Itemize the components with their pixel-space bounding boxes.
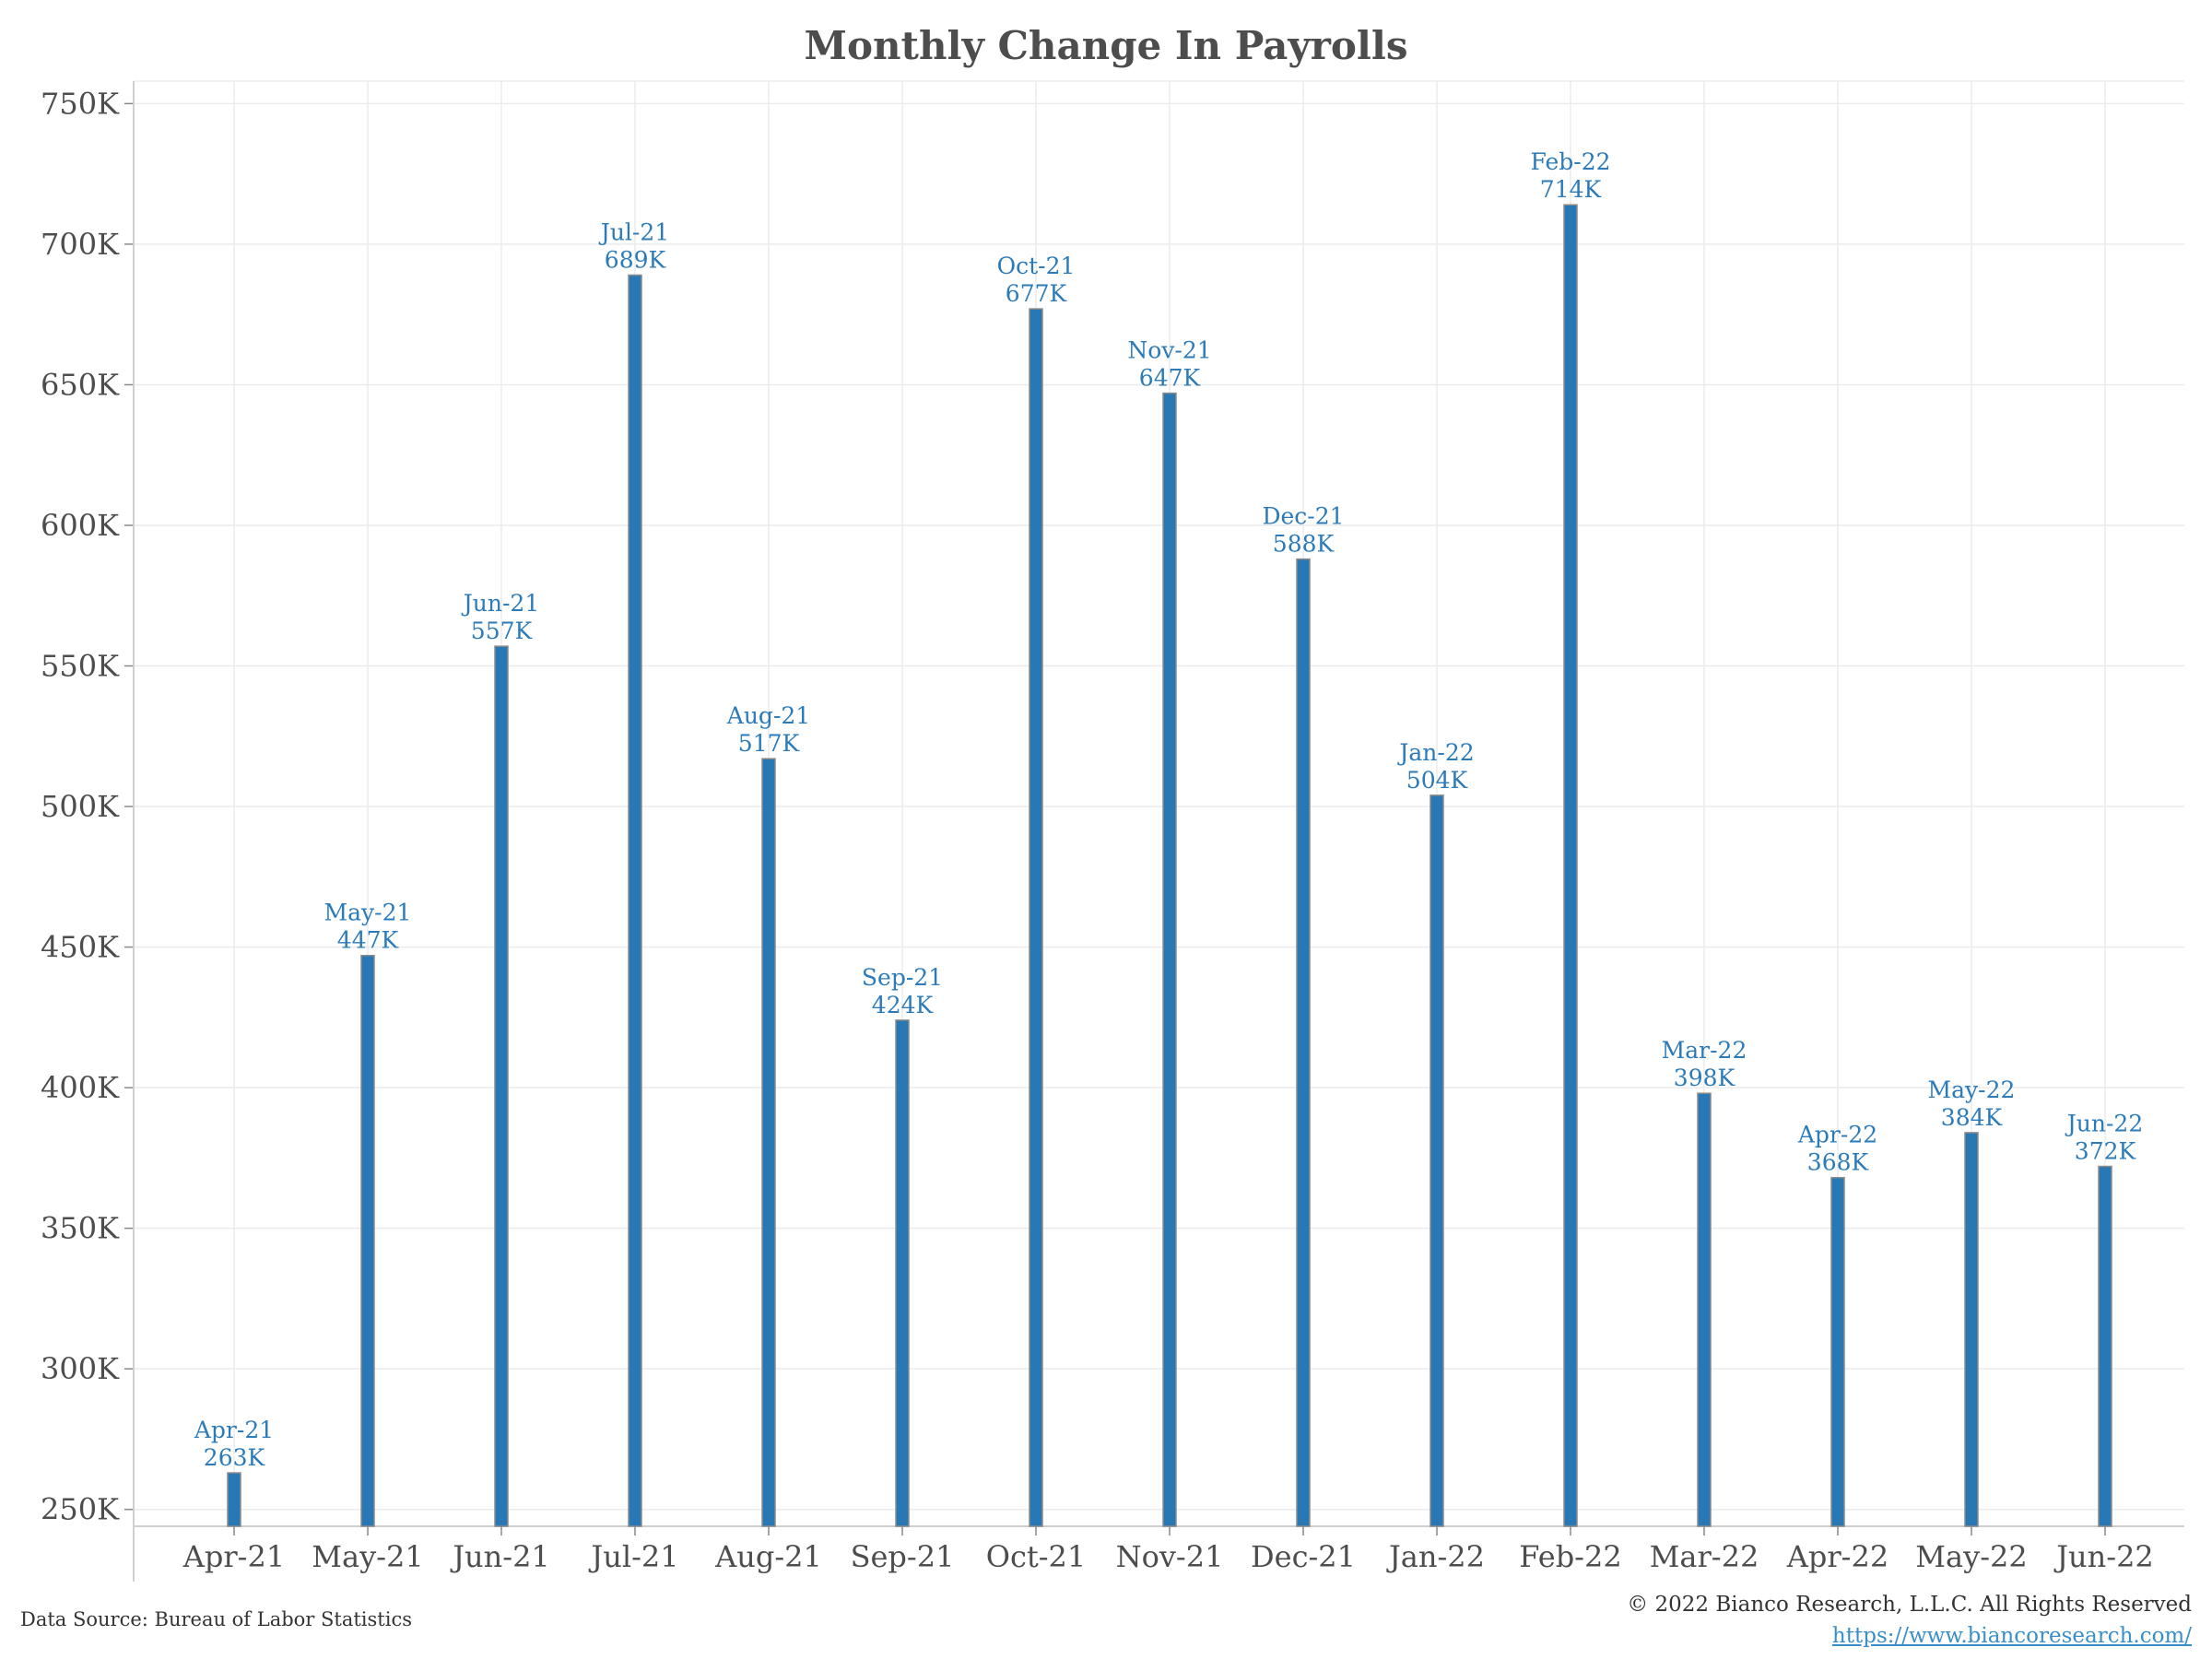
bar-category-label: Feb-22 [1530,148,1610,175]
bar [494,645,509,1527]
bar-category-label: Dec-21 [1262,503,1344,530]
tick-labels: 250K 300K 350K 400K 450K 500K 550K 600K 650K 700K… [41,86,2154,1574]
y-tick-label: 650K [41,367,120,402]
bar-category-label: Jun-22 [2065,1111,2143,1137]
x-tick-label: Dec-21 [1251,1539,1356,1574]
bar [2098,1165,2112,1527]
y-tick-label: 400K [41,1070,120,1105]
y-tick-label: 600K [41,508,120,543]
bar [761,758,776,1527]
bar-value-label: 424K [872,992,935,1018]
x-tick-label: Nov-21 [1116,1539,1224,1574]
chart-title: Monthly Change In Payrolls [805,23,1408,68]
bar [1296,558,1311,1527]
bar [895,1019,910,1527]
x-tick-label: Oct-21 [986,1539,1087,1574]
bar [1964,1132,1979,1527]
x-tick-label: Mar-22 [1650,1539,1759,1574]
y-tick-label: 300K [41,1351,120,1386]
x-tick-label: Aug-21 [714,1539,822,1574]
bar-value-label: 714K [1540,176,1603,203]
y-tick-label: 700K [41,227,120,262]
bar-value-label: 447K [337,927,400,954]
copyright-note: © 2022 Bianco Research, L.L.C. All Right… [1627,1593,2192,1617]
x-tick-label: Feb-22 [1519,1539,1621,1574]
bar-value-label: 517K [738,730,801,757]
bar-value-label: 384K [1941,1104,2004,1131]
x-tick-label: Jan-22 [1386,1539,1485,1574]
bar-value-label: 263K [204,1444,266,1471]
bar-category-label: Nov-21 [1127,337,1211,364]
bar-value-label: 368K [1807,1149,1870,1176]
gridlines [134,80,2184,1526]
y-tick-label: 550K [41,649,120,684]
bar [1029,308,1043,1527]
data-source-note: Data Source: Bureau of Labor Statistics [20,1608,412,1630]
bar-category-label: Jun-21 [461,590,539,617]
x-tick-label: Sep-21 [851,1539,955,1574]
x-tick-label: May-22 [1915,1539,2027,1574]
bar [1830,1176,1845,1527]
bar-value-label: 588K [1273,531,1335,558]
bar-value-label: 504K [1406,767,1469,794]
bar [1162,392,1177,1527]
bar-value-label: 372K [2075,1138,2137,1165]
y-tick-label: 750K [41,86,120,121]
bar-category-label: Apr-21 [194,1417,274,1443]
bar-value-label: 689K [605,246,667,273]
x-tick-label: Jun-21 [450,1539,550,1574]
axes [124,81,2184,1582]
bar [227,1472,241,1527]
x-tick-label: Apr-21 [182,1539,285,1574]
bar [1430,794,1444,1527]
bar-category-label: Apr-22 [1797,1122,1877,1148]
y-tick-label: 250K [41,1492,120,1527]
bar-category-label: Jan-22 [1396,739,1474,766]
bar-category-label: Mar-22 [1662,1037,1747,1064]
x-tick-label: May-21 [312,1539,423,1574]
bar-category-label: May-22 [1928,1077,2016,1103]
y-tick-label: 350K [41,1211,120,1246]
bar-category-label: Jul-21 [598,218,669,245]
bar-category-label: Aug-21 [726,702,810,729]
bar-value-label: 398K [1674,1065,1736,1091]
bar-value-label: 677K [1006,280,1068,307]
x-tick-label: Jul-21 [588,1539,678,1574]
bar [1563,204,1578,1527]
bar-category-label: Sep-21 [862,964,943,991]
bar-category-label: May-21 [324,900,412,926]
y-tick-label: 450K [41,930,120,965]
x-tick-label: Apr-22 [1786,1539,1888,1574]
bar [1697,1092,1712,1527]
bar [628,274,642,1527]
bar-value-label: 647K [1139,365,1202,392]
bar-value-label: 557K [471,618,534,644]
bars [227,204,2112,1527]
x-tick-label: Jun-22 [2053,1539,2154,1574]
website-link[interactable]: https://www.biancoresearch.com/ [1831,1624,2192,1648]
bar [360,954,375,1527]
bar-category-label: Oct-21 [997,253,1076,279]
y-tick-label: 500K [41,789,120,824]
